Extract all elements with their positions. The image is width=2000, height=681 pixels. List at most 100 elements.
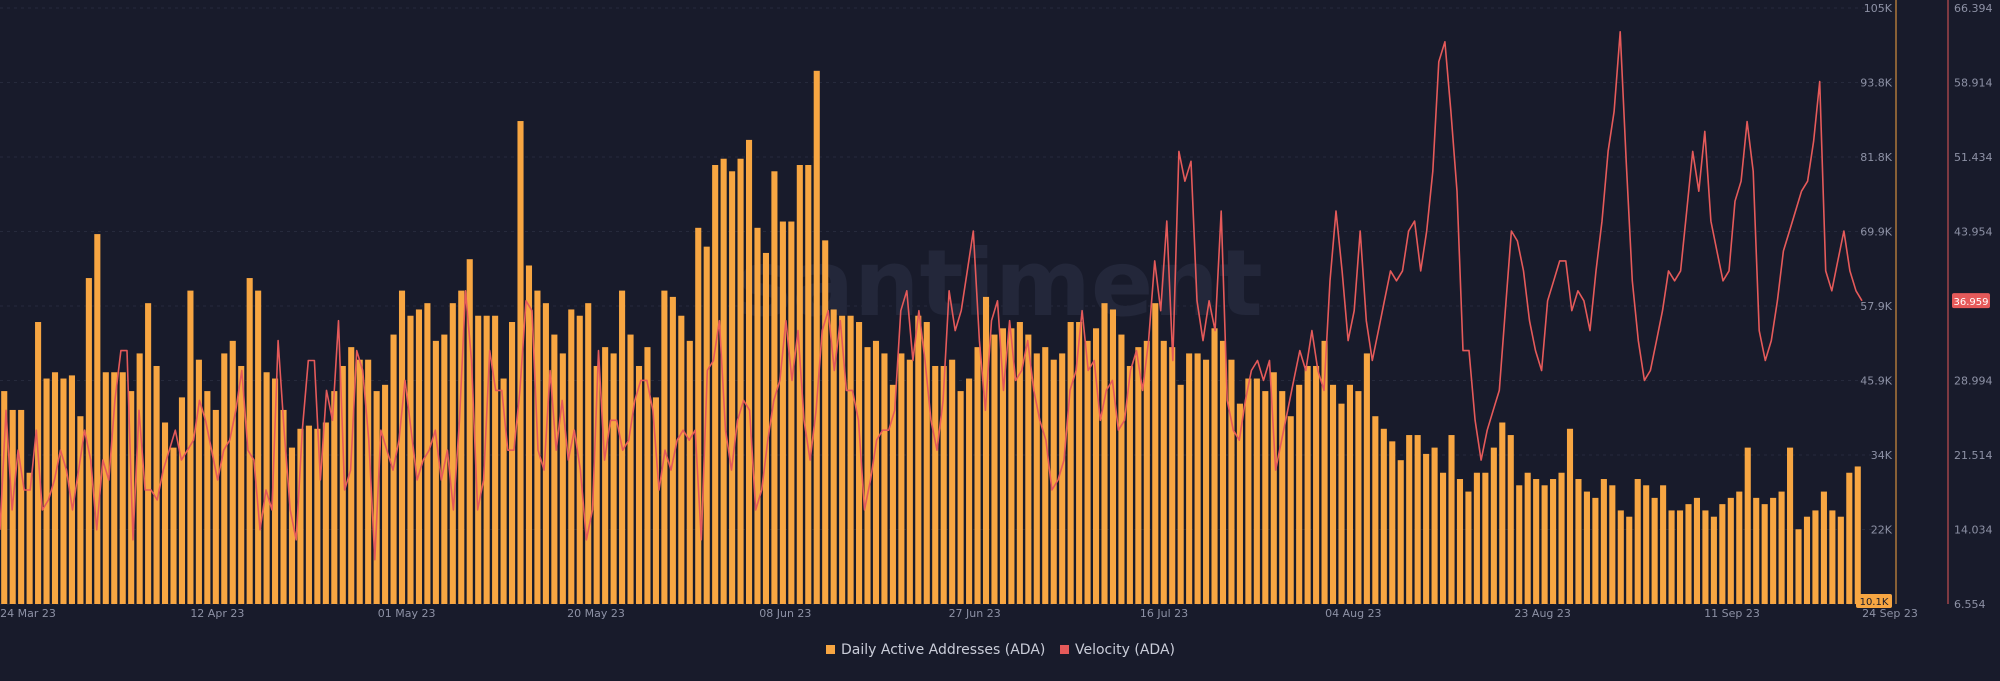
x-axis-tick-label: 20 May 23 — [567, 607, 625, 620]
bar — [576, 315, 583, 604]
bar — [1329, 384, 1337, 604]
bar — [1423, 453, 1430, 604]
bar — [627, 334, 634, 604]
addresses-current-badge — [1856, 594, 1892, 608]
bar — [982, 296, 990, 604]
bar — [1194, 353, 1201, 604]
bar — [1101, 303, 1108, 604]
bar — [695, 227, 702, 604]
bar — [1736, 491, 1743, 604]
bar — [1008, 328, 1015, 604]
legend-item-velocity[interactable]: Velocity (ADA) — [1060, 642, 1175, 658]
bar — [703, 246, 710, 604]
bar — [661, 290, 668, 604]
bar — [1355, 391, 1362, 604]
bar — [923, 322, 930, 604]
left-axis-tick-label: 34K — [1871, 449, 1893, 462]
bar — [94, 234, 101, 604]
bar — [1837, 516, 1844, 604]
bar — [822, 240, 829, 604]
bar — [1668, 510, 1675, 604]
bar — [1219, 340, 1227, 604]
right-axis-tick-label: 66.394 — [1954, 2, 1993, 15]
bar — [864, 347, 871, 604]
bar — [1566, 428, 1574, 604]
bar — [492, 315, 499, 604]
bar — [356, 359, 363, 604]
bar — [559, 353, 566, 604]
bar — [568, 309, 575, 604]
bar — [509, 322, 516, 604]
bar — [77, 416, 84, 604]
bar — [830, 309, 837, 604]
bar — [1795, 529, 1802, 604]
bar — [1575, 479, 1582, 604]
bar — [678, 315, 685, 604]
bar — [1499, 422, 1506, 604]
bar — [1803, 516, 1811, 604]
bar — [1820, 491, 1827, 604]
left-axis-tick-label: 69.9K — [1860, 226, 1892, 239]
bar — [1135, 347, 1142, 604]
bar — [1143, 340, 1150, 604]
bar — [432, 340, 439, 604]
bar — [153, 365, 160, 604]
bar — [1482, 472, 1489, 604]
bar — [195, 359, 202, 604]
bar — [161, 422, 169, 604]
bar — [1321, 340, 1328, 604]
bar — [1177, 384, 1184, 604]
legend[interactable]: Daily Active Addresses (ADA) Velocity (AD… — [826, 642, 1175, 658]
bar — [1507, 435, 1514, 604]
bar — [1719, 504, 1726, 604]
bar — [1541, 485, 1548, 604]
bar — [906, 359, 913, 604]
bar — [1600, 479, 1607, 604]
bar — [1109, 309, 1117, 604]
bar — [974, 347, 981, 604]
bar — [1414, 435, 1421, 604]
bar — [178, 397, 186, 604]
bar — [18, 409, 25, 604]
bar — [1380, 428, 1387, 604]
bar — [856, 322, 863, 604]
bar — [1440, 472, 1447, 604]
bar — [949, 359, 956, 604]
bar — [652, 397, 659, 604]
bar — [1363, 353, 1370, 604]
legend-swatch — [826, 645, 835, 654]
bar — [1651, 497, 1658, 604]
bar — [1812, 510, 1819, 604]
bar — [1609, 485, 1616, 604]
x-axis-tick-label: 24 Sep 23 — [1862, 607, 1918, 620]
bar — [170, 447, 177, 604]
bar — [1685, 504, 1692, 604]
bar — [889, 384, 896, 604]
bar — [1050, 359, 1057, 604]
right-axis-tick-label: 21.514 — [1954, 449, 1993, 462]
bar — [1228, 359, 1235, 604]
bar — [1702, 510, 1709, 604]
bar — [1025, 334, 1032, 604]
bar — [1296, 384, 1303, 604]
bar — [1118, 334, 1125, 604]
bar — [805, 165, 812, 604]
right-axis-tick-label: 6.554 — [1954, 598, 1986, 611]
x-axis-tick-label: 11 Sep 23 — [1704, 607, 1760, 620]
bar — [246, 278, 253, 604]
bar — [1245, 378, 1252, 604]
bar — [1660, 485, 1667, 604]
bar — [1710, 516, 1717, 604]
bar — [415, 309, 422, 604]
bar — [813, 70, 820, 604]
bar — [1626, 516, 1633, 604]
bar — [1, 391, 8, 604]
bar — [145, 303, 152, 604]
legend-item-daily-active-addresses[interactable]: Daily Active Addresses (ADA) — [826, 642, 1045, 658]
bar — [644, 347, 651, 604]
bar — [1634, 479, 1641, 604]
bar — [1643, 485, 1650, 604]
x-axis-tick-label: 16 Jul 23 — [1140, 607, 1188, 620]
bar — [915, 315, 922, 604]
